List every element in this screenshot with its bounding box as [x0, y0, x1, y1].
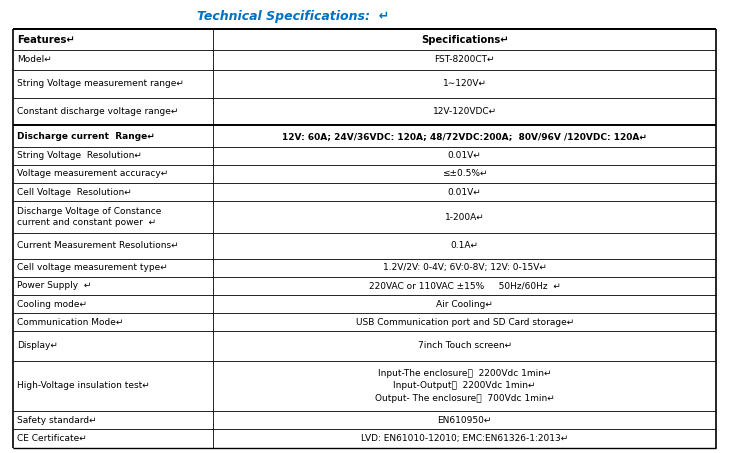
Text: Power Supply  ↵: Power Supply ↵: [17, 281, 92, 290]
Text: 1∼120V↵: 1∼120V↵: [443, 79, 487, 88]
Text: 12V: 60A; 24V/36VDC: 120A; 48/72VDC:200A;  80V/96V /120VDC: 120A↵: 12V: 60A; 24V/36VDC: 120A; 48/72VDC:200A…: [282, 132, 647, 140]
Text: String Voltage  Resolution↵: String Voltage Resolution↵: [17, 151, 142, 160]
Text: Display↵: Display↵: [17, 342, 58, 351]
Text: Air Cooling↵: Air Cooling↵: [436, 299, 493, 308]
Text: 7inch Touch screen↵: 7inch Touch screen↵: [418, 342, 512, 351]
Text: Technical Specifications:  ↵: Technical Specifications: ↵: [197, 10, 389, 23]
Text: Discharge current  Range↵: Discharge current Range↵: [17, 132, 155, 140]
Text: Current Measurement Resolutions↵: Current Measurement Resolutions↵: [17, 241, 179, 251]
Text: Safety standard↵: Safety standard↵: [17, 416, 97, 425]
Text: String Voltage measurement range↵: String Voltage measurement range↵: [17, 79, 184, 88]
Text: 12V-120VDC↵: 12V-120VDC↵: [432, 107, 496, 116]
Text: Communication Mode↵: Communication Mode↵: [17, 318, 124, 327]
Text: ≤±0.5%↵: ≤±0.5%↵: [442, 169, 488, 178]
Text: Specifications↵: Specifications↵: [421, 34, 508, 44]
Text: Model↵: Model↵: [17, 55, 52, 64]
Text: Cooling mode↵: Cooling mode↵: [17, 299, 87, 308]
Text: 0.01V↵: 0.01V↵: [448, 188, 482, 197]
Text: 0.01V↵: 0.01V↵: [448, 151, 482, 160]
Text: Voltage measurement accuracy↵: Voltage measurement accuracy↵: [17, 169, 168, 178]
Text: 0.1A↵: 0.1A↵: [451, 241, 479, 251]
Text: EN610950↵: EN610950↵: [437, 416, 492, 425]
Text: High-Voltage insulation test↵: High-Voltage insulation test↵: [17, 381, 150, 390]
Text: 1.2V/2V: 0-4V; 6V:0-8V; 12V: 0-15V↵: 1.2V/2V: 0-4V; 6V:0-8V; 12V: 0-15V↵: [383, 263, 547, 272]
Text: Features↵: Features↵: [17, 34, 75, 44]
Text: LVD: EN61010-12010; EMC:EN61326-1:2013↵: LVD: EN61010-12010; EMC:EN61326-1:2013↵: [361, 434, 569, 443]
Text: USB Communication port and SD Card storage↵: USB Communication port and SD Card stora…: [356, 318, 574, 327]
Text: Constant discharge voltage range↵: Constant discharge voltage range↵: [17, 107, 179, 116]
Text: Discharge Voltage of Constance
current and constant power  ↵: Discharge Voltage of Constance current a…: [17, 207, 162, 227]
Text: 1-200A↵: 1-200A↵: [445, 212, 485, 222]
Text: 220VAC or 110VAC ±15%     50Hz/60Hz  ↵: 220VAC or 110VAC ±15% 50Hz/60Hz ↵: [369, 281, 561, 290]
Text: FST-8200CT↵: FST-8200CT↵: [434, 55, 495, 64]
Text: Input-The enclosure：  2200Vdc 1min↵
Input-Output：  2200Vdc 1min↵
Output- The enc: Input-The enclosure： 2200Vdc 1min↵ Input…: [375, 369, 555, 403]
Text: Cell Voltage  Resolution↵: Cell Voltage Resolution↵: [17, 188, 132, 197]
Text: CE Certificate↵: CE Certificate↵: [17, 434, 87, 443]
Text: Cell voltage measurement type↵: Cell voltage measurement type↵: [17, 263, 168, 272]
